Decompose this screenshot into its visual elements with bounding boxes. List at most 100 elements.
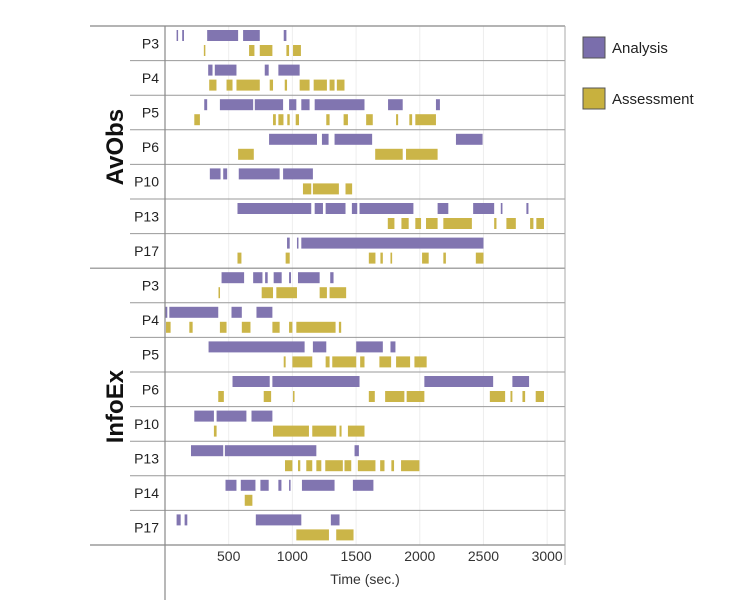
assessment-bar bbox=[285, 460, 293, 472]
assessment-bar bbox=[390, 252, 393, 264]
analysis-bar bbox=[221, 272, 245, 284]
analysis-bar bbox=[330, 272, 334, 284]
analysis-bar bbox=[225, 479, 237, 491]
row-avobs-p17: P17 bbox=[134, 237, 484, 264]
assessment-bar bbox=[489, 391, 506, 402]
assessment-bar bbox=[375, 148, 403, 160]
row-label: P6 bbox=[142, 381, 159, 397]
legend-swatch-assessment bbox=[582, 87, 606, 110]
x-tick-labels: 500 1000 1500 2000 2500 3000 bbox=[217, 548, 563, 564]
analysis-bar bbox=[455, 133, 483, 145]
assessment-bar bbox=[391, 460, 395, 472]
legend-label-analysis: Analysis bbox=[612, 40, 668, 57]
assessment-bar bbox=[415, 218, 422, 229]
assessment-bar bbox=[530, 218, 534, 229]
assessment-bar bbox=[241, 321, 251, 333]
x-tick-label: 2000 bbox=[404, 548, 435, 564]
analysis-bar bbox=[301, 237, 484, 249]
row-avobs-p6: P6 bbox=[142, 133, 483, 160]
assessment-bar bbox=[316, 460, 322, 472]
assessment-bar bbox=[380, 460, 385, 472]
assessment-bar bbox=[319, 287, 327, 299]
analysis-bar bbox=[351, 203, 358, 214]
analysis-bar bbox=[296, 237, 299, 249]
analysis-bar bbox=[289, 99, 297, 111]
assessment-bar bbox=[261, 287, 274, 299]
row-label: P10 bbox=[134, 174, 159, 190]
assessment-bar bbox=[336, 79, 345, 91]
assessment-bar bbox=[273, 114, 276, 126]
analysis-bar bbox=[219, 99, 254, 111]
analysis-bar bbox=[253, 272, 263, 284]
analysis-bar bbox=[237, 203, 312, 214]
row-avobs-p13: P13 bbox=[134, 203, 544, 229]
assessment-bar bbox=[443, 252, 446, 264]
row-label: P10 bbox=[134, 416, 159, 432]
assessment-bar bbox=[535, 391, 544, 402]
row-infoex-p3: P3 bbox=[142, 272, 347, 299]
analysis-bar bbox=[526, 203, 529, 214]
assessment-bar bbox=[366, 114, 373, 126]
row-infoex-p14: P14 bbox=[134, 479, 374, 506]
analysis-bar bbox=[424, 376, 494, 387]
analysis-bar bbox=[208, 341, 305, 353]
analysis-bar bbox=[190, 445, 224, 457]
analysis-bar bbox=[359, 203, 414, 214]
assessment-bar bbox=[278, 114, 284, 126]
legend-item-analysis: Analysis bbox=[582, 36, 668, 59]
assessment-bar bbox=[426, 218, 438, 229]
row-label: P4 bbox=[142, 312, 159, 328]
assessment-bar bbox=[296, 321, 336, 333]
row-label: P4 bbox=[142, 70, 159, 86]
analysis-bar bbox=[437, 203, 449, 214]
row-label: P3 bbox=[142, 35, 159, 51]
assessment-bar bbox=[379, 356, 392, 368]
analysis-bar bbox=[251, 410, 273, 422]
assessment-bar bbox=[302, 183, 312, 195]
analysis-bar bbox=[182, 30, 184, 41]
assessment-bar bbox=[329, 287, 347, 299]
row-infoex-p10: P10 bbox=[134, 410, 365, 437]
analysis-bar bbox=[334, 133, 373, 145]
row-label: P17 bbox=[134, 520, 159, 536]
assessment-bar bbox=[226, 79, 233, 91]
assessment-bar bbox=[415, 114, 436, 126]
assessment-bar bbox=[396, 356, 411, 368]
assessment-bar bbox=[236, 79, 260, 91]
row-avobs-p5: P5 bbox=[142, 99, 440, 126]
row-avobs-p10: P10 bbox=[134, 168, 353, 195]
analysis-bar bbox=[330, 514, 340, 526]
assessment-bar bbox=[273, 425, 309, 437]
assessment-bar bbox=[401, 460, 420, 472]
analysis-bar bbox=[260, 479, 269, 491]
assessment-bar bbox=[259, 45, 273, 56]
legend: Analysis Assessment bbox=[582, 36, 695, 110]
assessment-bar bbox=[287, 114, 290, 126]
assessment-bar bbox=[325, 460, 343, 472]
row-infoex-p17: P17 bbox=[134, 514, 354, 541]
assessment-bar bbox=[289, 321, 293, 333]
assessment-bar bbox=[276, 287, 297, 299]
assessment-bar bbox=[237, 252, 242, 264]
analysis-bar bbox=[255, 514, 302, 526]
assessment-bar bbox=[269, 79, 274, 91]
x-tick-label: 2500 bbox=[468, 548, 499, 564]
group-label: AvObs bbox=[102, 109, 129, 185]
gridlines bbox=[228, 26, 548, 545]
assessment-bar bbox=[338, 321, 342, 333]
assessment-bar bbox=[313, 79, 327, 91]
assessment-bar bbox=[422, 252, 429, 264]
assessment-bar bbox=[536, 218, 544, 229]
analysis-bar bbox=[169, 306, 219, 318]
assessment-bar bbox=[293, 391, 295, 402]
assessment-bar bbox=[396, 114, 399, 126]
analysis-bar bbox=[512, 376, 530, 387]
assessment-bar bbox=[299, 79, 310, 91]
assessment-bar bbox=[368, 252, 376, 264]
row-infoex-p6: P6 bbox=[142, 376, 544, 402]
assessment-bar bbox=[510, 391, 513, 402]
assessment-bar bbox=[325, 356, 330, 368]
analysis-bar bbox=[283, 168, 313, 180]
analysis-bar bbox=[354, 445, 359, 457]
